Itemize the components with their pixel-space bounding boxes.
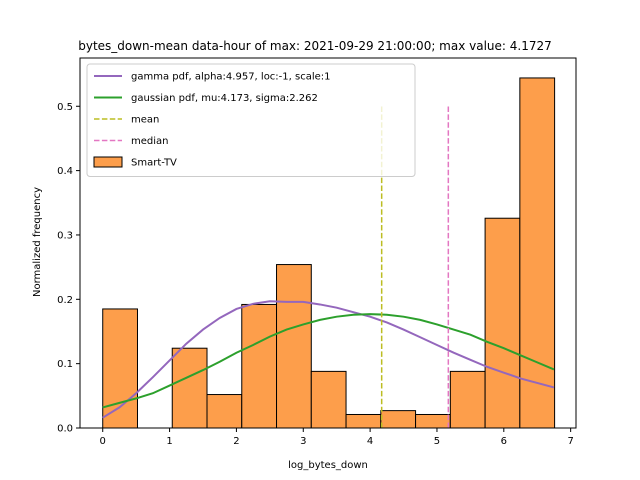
histogram-bar [276,264,312,429]
histogram-bar [171,347,208,429]
histogram-bar [380,410,417,429]
series-line-0 [102,300,555,419]
series-line-1 [102,313,555,409]
x-axis-label: log_bytes_down [288,460,368,471]
histogram-bar [415,413,451,429]
legend-box [86,63,416,177]
chart-title: bytes_down-mean data-hour of max: 2021-0… [78,39,552,53]
x-tick-label: 5 [434,436,440,447]
x-tick-label: 0 [100,436,106,447]
y-tick-label: 0.4 [57,166,73,177]
y-tick-label: 0.3 [57,230,73,241]
histogram-bar [206,394,243,429]
legend-label: gamma pdf, alpha:4.957, loc:-1, scale:1 [131,72,331,83]
x-tick-label: 6 [501,436,507,447]
y-tick-label: 0.5 [57,102,73,113]
legend-label: mean [131,115,159,126]
histogram-bar [519,77,556,429]
legend-label: median [131,136,169,147]
legend-label: gaussian pdf, mu:4.173, sigma:2.262 [131,93,318,104]
y-tick-label: 0.1 [57,359,73,370]
histogram-bar [310,370,347,429]
legend-label: Smart-TV [131,158,177,169]
axes: 0 1 2 3 4 5 6 7 0.0 0.1 0.2 0.3 0.4 0.5 [57,57,577,447]
x-tick-label: 7 [567,436,573,447]
x-tick-label: 1 [166,436,172,447]
x-tick-label: 2 [233,436,239,447]
legend-swatch [93,156,123,168]
histogram-bars [102,77,556,429]
histogram-bar [241,303,278,429]
histogram-bar [345,413,382,429]
histogram-bar [484,217,521,429]
fit-lines [102,106,555,428]
y-tick-label: 0.0 [57,424,73,435]
y-tick-label: 0.2 [57,295,73,306]
x-tick-label: 4 [367,436,373,447]
histogram-bar [102,308,138,429]
histogram-bar [449,370,486,429]
plot-frame [79,57,577,429]
x-tick-label: 3 [300,436,306,447]
legend: gamma pdf, alpha:4.957, loc:-1, scale:1 g… [86,63,416,177]
y-axis-label: Normalized frequency [32,187,43,297]
